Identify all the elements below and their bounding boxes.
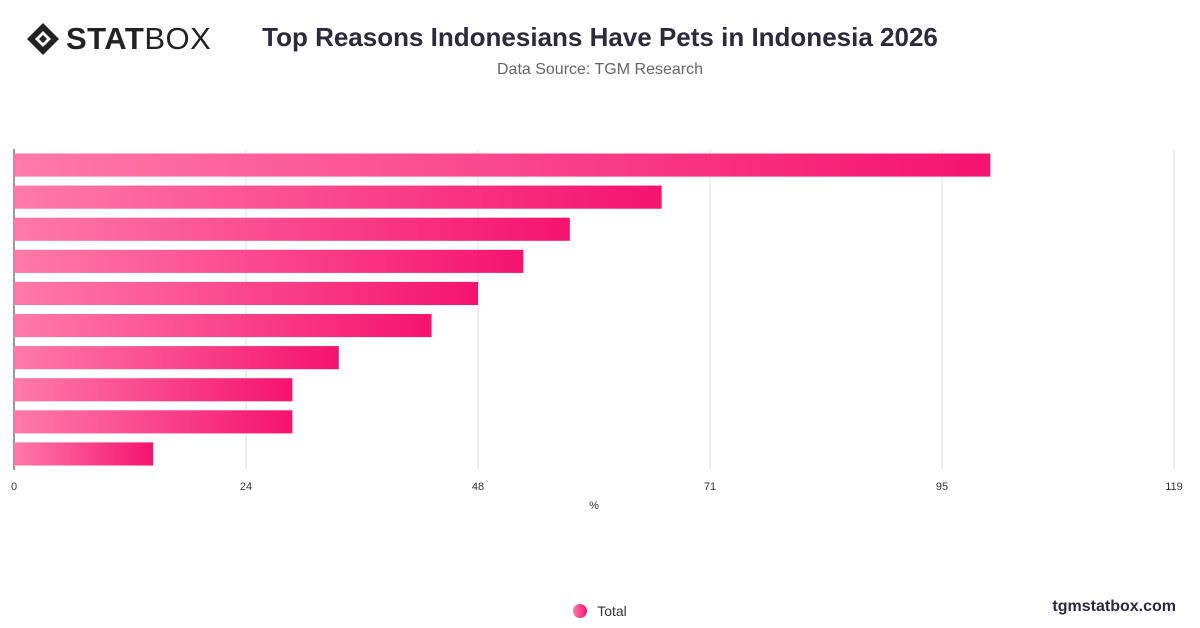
bars [14,153,991,466]
footer-brand[interactable]: tgmstatbox.com [1052,598,1176,615]
x-tick-label: 119 [1165,481,1183,493]
bar[interactable] [14,442,154,466]
logo-text: STATBOX [66,22,211,56]
x-tick-label: 48 [472,481,484,493]
x-axis-ticks: 0 24 48 71 95 119 [11,481,1183,493]
bar[interactable] [14,378,293,402]
bar[interactable] [14,410,293,434]
diamond-logo-icon [27,23,59,55]
bar[interactable] [14,249,524,273]
bar[interactable] [14,185,662,209]
bar[interactable] [14,217,570,241]
statbox-logo[interactable]: STATBOX [26,22,211,56]
logo-text-light: BOX [144,21,212,56]
bar[interactable] [14,281,478,306]
x-tick-label: 71 [704,481,716,493]
x-tick-label: 24 [240,481,252,493]
x-tick-label: 0 [11,481,17,493]
chart-title: Top Reasons Indonesians Have Pets in Ind… [262,22,938,52]
x-axis-label: % [589,500,599,512]
legend-swatch [573,604,588,618]
legend[interactable]: Total [0,603,1200,619]
legend-label: Total [597,603,627,619]
chart-subtitle: Data Source: TGM Research [496,61,703,78]
bar[interactable] [14,346,339,370]
bar[interactable] [14,313,432,338]
logo-text-bold: STAT [66,21,145,56]
bar[interactable] [14,153,991,177]
bar-chart: 0 24 48 71 95 119 % [11,149,1183,512]
x-tick-label: 95 [936,481,948,493]
